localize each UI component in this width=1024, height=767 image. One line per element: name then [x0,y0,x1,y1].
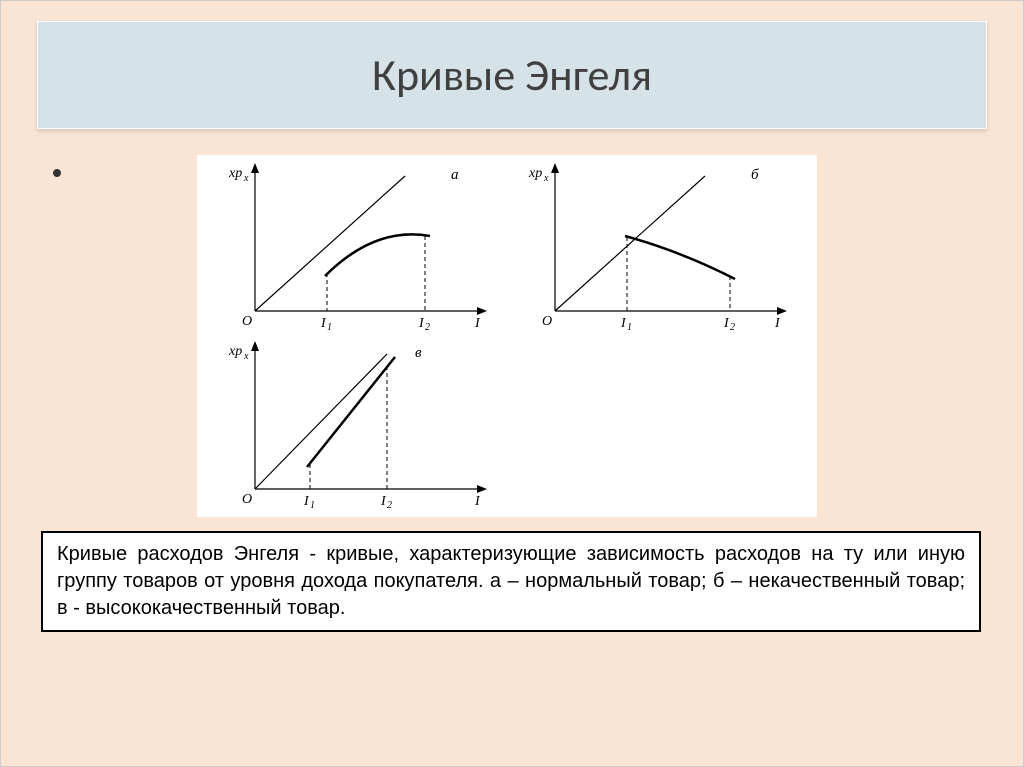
origin-label: O [542,314,552,329]
tick-i1-sub: 1 [327,322,332,333]
definition-text: Кривые расходов Энгеля - кривые, характе… [57,541,965,622]
panel-label-v: в [415,345,422,361]
y-axis-sub: x [243,351,249,362]
definition-box: Кривые расходов Энгеля - кривые, характе… [41,531,981,632]
bullet-icon [53,169,61,177]
y-axis-sub: x [243,173,249,184]
y-axis-label: xp [228,166,242,181]
tick-i2-sub: 2 [387,500,392,511]
x-axis-label: I [474,494,481,509]
slide-title: Кривые Энгеля [48,48,976,102]
title-band: Кривые Энгеля [37,21,987,129]
tick-i1-sub: 1 [627,322,632,333]
origin-label: O [242,314,252,329]
x-axis-label: I [474,316,481,331]
tick-i2-sub: 2 [425,322,430,333]
tick-i2: I [418,316,425,331]
tick-i2: I [380,494,387,509]
panel-label-b: б [751,167,759,183]
slide: Кривые Энгеля xp x [0,0,1024,767]
tick-i1: I [303,494,310,509]
charts-container: xp x а O I 1 I 2 I xp x [197,155,817,517]
x-axis-label: I [774,316,781,331]
tick-i1: I [320,316,327,331]
origin-label: O [242,492,252,507]
y-axis-sub: x [543,173,549,184]
chart-panel-a: xp x а O I 1 I 2 I [215,161,505,336]
tick-i2: I [723,316,730,331]
y-axis-label: xp [528,166,542,181]
content-area: xp x а O I 1 I 2 I xp x [37,155,987,695]
tick-i1-sub: 1 [310,500,315,511]
tick-i1: I [620,316,627,331]
panel-label-a: а [451,167,459,183]
chart-panel-b: xp x б O I 1 I 2 I [515,161,805,336]
chart-panel-v: xp x в O I 1 I 2 I [215,339,505,514]
y-axis-label: xp [228,344,242,359]
tick-i2-sub: 2 [730,322,735,333]
